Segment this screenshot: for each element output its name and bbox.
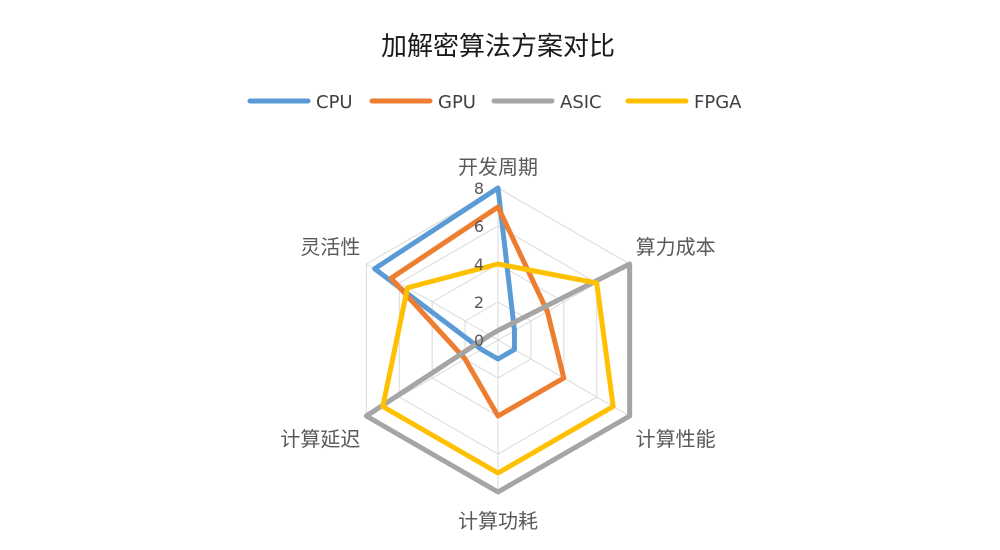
axis-label: 计算性能: [636, 427, 716, 451]
legend: CPU GPU ASIC FPGA: [247, 92, 742, 113]
legend-item-asic: ASIC: [491, 92, 602, 113]
series-line-cpu: [372, 185, 517, 362]
tick-label: 8: [474, 179, 484, 198]
series-line-fpga: [380, 261, 616, 476]
tick-label: 4: [474, 255, 484, 274]
legend-label: FPGA: [694, 92, 742, 113]
axis-label: 计算延迟: [280, 427, 360, 451]
axis-label: 计算功耗: [458, 509, 538, 533]
series-line-gpu: [388, 204, 567, 419]
tick-label: 2: [474, 293, 484, 312]
radar-grid: [365, 187, 631, 493]
legend-label: GPU: [438, 92, 476, 113]
series-line-asic: [363, 261, 633, 495]
tick-labels: 0 2 4 6 8: [474, 179, 484, 350]
legend-item-fpga: FPGA: [625, 92, 742, 113]
axis-label: 灵活性: [300, 235, 360, 259]
axis-label: 算力成本: [636, 235, 716, 259]
axis-label: 开发周期: [458, 155, 538, 179]
series-lines: [363, 185, 633, 495]
tick-label: 6: [474, 217, 484, 236]
legend-label: CPU: [316, 92, 353, 113]
chart-title: 加解密算法方案对比: [381, 32, 615, 62]
tick-label: 0: [474, 331, 484, 350]
legend-item-gpu: GPU: [369, 92, 476, 113]
legend-label: ASIC: [560, 92, 602, 113]
legend-item-cpu: CPU: [247, 92, 353, 113]
